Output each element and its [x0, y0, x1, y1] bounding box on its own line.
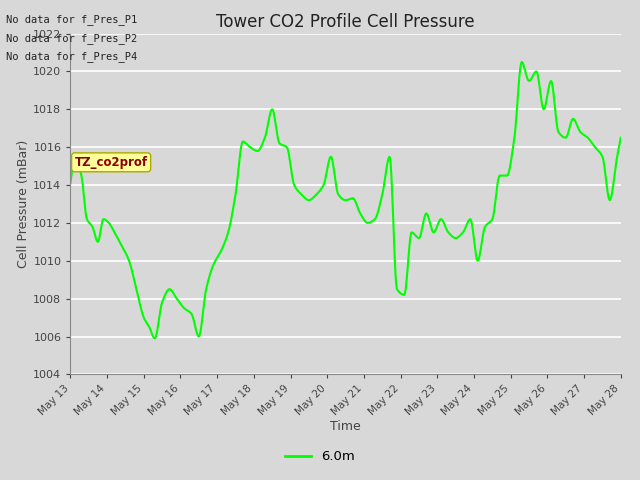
X-axis label: Time: Time [330, 420, 361, 433]
Text: No data for f_Pres_P2: No data for f_Pres_P2 [6, 33, 138, 44]
Title: Tower CO2 Profile Cell Pressure: Tower CO2 Profile Cell Pressure [216, 12, 475, 31]
Text: No data for f_Pres_P4: No data for f_Pres_P4 [6, 51, 138, 62]
Legend: 6.0m: 6.0m [280, 445, 360, 468]
Text: No data for f_Pres_P1: No data for f_Pres_P1 [6, 14, 138, 25]
Y-axis label: Cell Pressure (mBar): Cell Pressure (mBar) [17, 140, 30, 268]
Text: TZ_co2prof: TZ_co2prof [75, 156, 148, 169]
